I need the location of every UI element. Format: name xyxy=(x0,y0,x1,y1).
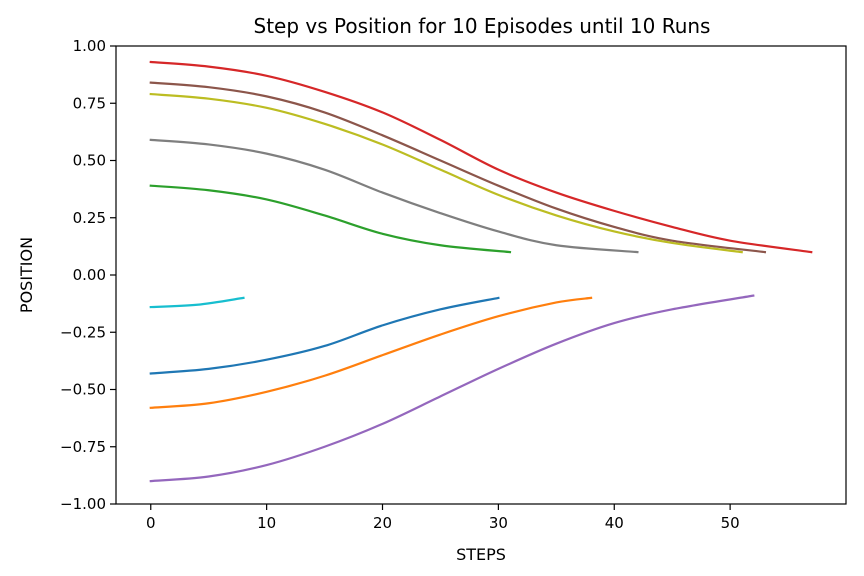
x-axis-label: STEPS xyxy=(456,545,506,564)
y-axis-label: POSITION xyxy=(17,237,36,313)
series-layer xyxy=(149,60,813,483)
x-axis-ticks: 0 10 20 30 40 50 xyxy=(146,504,740,532)
y-tick-label: 1.00 xyxy=(73,37,106,55)
series-line-5 xyxy=(149,294,755,483)
x-tick-label: 40 xyxy=(605,514,624,532)
plot-frame xyxy=(115,45,847,505)
y-tick-label: −0.50 xyxy=(60,381,106,399)
series-line-3 xyxy=(149,184,512,254)
series-line-6 xyxy=(149,81,767,254)
y-tick-label: 0.75 xyxy=(73,94,106,112)
y-tick-label: −0.75 xyxy=(60,438,106,456)
y-tick-label: 0.50 xyxy=(73,152,106,170)
y-tick-label: −0.25 xyxy=(60,323,106,341)
x-tick-label: 10 xyxy=(257,514,276,532)
y-tick-label: 0.25 xyxy=(73,209,106,227)
x-tick-label: 20 xyxy=(373,514,392,532)
y-tick-label: 0.00 xyxy=(73,266,106,284)
series-line-8 xyxy=(149,138,639,254)
series-line-7 xyxy=(149,296,245,309)
series-line-2 xyxy=(149,296,593,410)
y-tick-label: −1.00 xyxy=(60,495,106,513)
chart-title: Step vs Position for 10 Episodes until 1… xyxy=(254,14,711,38)
y-axis-ticks: −1.00 −0.75 −0.50 −0.25 0.00 0.25 0.50 0.75 1.00 xyxy=(60,37,116,513)
series-line-1 xyxy=(149,296,500,375)
x-tick-label: 30 xyxy=(489,514,508,532)
x-tick-label: 0 xyxy=(146,514,156,532)
x-tick-label: 50 xyxy=(721,514,740,532)
series-line-9 xyxy=(149,92,743,254)
series-line-4 xyxy=(149,60,813,254)
